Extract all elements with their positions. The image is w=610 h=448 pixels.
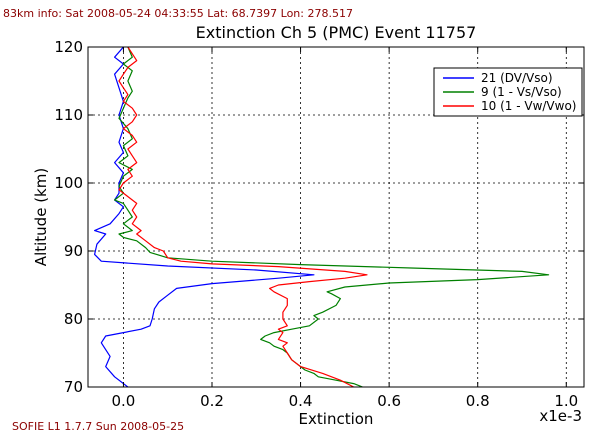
- y-tick-label: 120: [54, 38, 83, 56]
- x-tick-label: 0.2: [200, 392, 224, 410]
- y-tick-label: 100: [54, 174, 83, 192]
- series-line-3: [118, 47, 368, 387]
- y-tick-label: 80: [64, 310, 83, 328]
- y-tick-label: 110: [54, 106, 83, 124]
- legend-label: 21 (DV/Vso): [481, 71, 553, 85]
- legend-label: 9 (1 - Vs/Vso): [481, 85, 562, 99]
- x-tick-label: 0.4: [289, 392, 313, 410]
- plot-series: [93, 47, 550, 387]
- chart-title: Extinction Ch 5 (PMC) Event 11757: [196, 23, 477, 42]
- series-line-2: [113, 47, 550, 387]
- y-tick-label: 70: [64, 378, 83, 396]
- x-axis-label: Extinction: [299, 410, 374, 428]
- footer-version: SOFIE L1 1.7.7 Sun 2008-05-25: [12, 420, 184, 433]
- series-line-1: [93, 47, 315, 387]
- y-axis-label: Altitude (km): [32, 168, 50, 266]
- x-axis-multiplier: x1e-3: [539, 407, 582, 425]
- info-line: 83km info: Sat 2008-05-24 04:33:55 Lat: …: [3, 7, 353, 20]
- legend: 21 (DV/Vso)9 (1 - Vs/Vso)10 (1 - Vw/Vwo): [433, 67, 583, 117]
- x-tick-label: 0.6: [377, 392, 401, 410]
- x-tick-label: 0.0: [111, 392, 135, 410]
- x-tick-label: 0.8: [466, 392, 490, 410]
- axis-ticks: 0.0 0.2 0.4 0.6 0.8 1.0 70 80 90 100 110 120: [54, 38, 584, 410]
- y-tick-label: 90: [64, 242, 83, 260]
- x-tick-label: 1.0: [554, 392, 578, 410]
- plot-frame: [87, 46, 585, 388]
- legend-label: 10 (1 - Vw/Vwo): [481, 99, 576, 113]
